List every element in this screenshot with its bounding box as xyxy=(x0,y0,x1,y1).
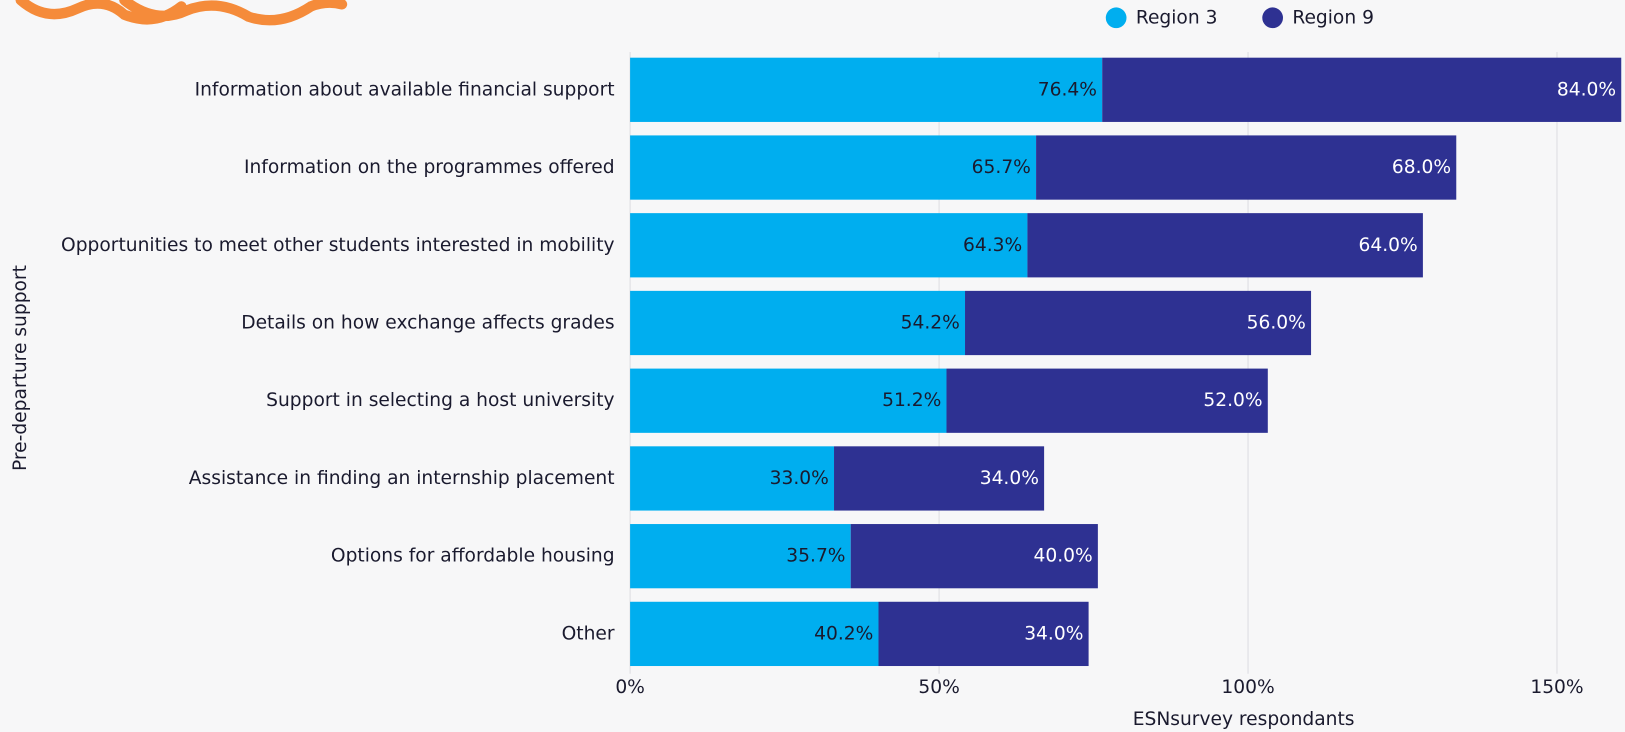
bar-segment xyxy=(1102,57,1622,122)
value-label: 54.2% xyxy=(901,312,960,333)
bar-segment xyxy=(850,524,1098,589)
bar-segment xyxy=(630,524,851,589)
legend-marker xyxy=(1105,7,1127,29)
value-label: 40.0% xyxy=(1033,546,1092,567)
category-label: Opportunities to meet other students int… xyxy=(61,235,615,256)
value-label: 64.3% xyxy=(963,235,1022,256)
value-label: 84.0% xyxy=(1557,79,1616,100)
value-label: 33.0% xyxy=(770,468,829,489)
value-label: 76.4% xyxy=(1038,79,1097,100)
value-label: 65.7% xyxy=(972,157,1031,178)
bar-segment xyxy=(630,601,879,667)
decoration xyxy=(15,0,348,26)
value-label: 56.0% xyxy=(1247,312,1306,333)
value-label: 34.0% xyxy=(980,468,1039,489)
category-label: Options for affordable housing xyxy=(331,546,615,567)
x-tick-label: 150% xyxy=(1530,677,1583,698)
value-label: 68.0% xyxy=(1392,157,1451,178)
bar-segment xyxy=(630,290,966,356)
category-label: Information about available financial su… xyxy=(195,79,615,100)
value-label: 34.0% xyxy=(1024,623,1083,644)
bar-segment xyxy=(1027,213,1423,278)
x-tick-label: 0% xyxy=(615,677,645,698)
value-label: 64.0% xyxy=(1358,235,1417,256)
bar-segment xyxy=(965,290,1312,356)
legend-label: Region 9 xyxy=(1292,7,1374,28)
bar-segment xyxy=(630,57,1103,122)
bar-segment xyxy=(630,446,835,511)
value-label: 52.0% xyxy=(1203,390,1262,411)
category-label: Other xyxy=(562,623,615,644)
x-axis-title: ESNsurvey respondants xyxy=(1133,709,1355,730)
y-axis-title: Pre-departure support xyxy=(10,265,31,471)
bar-segment xyxy=(834,446,1045,511)
value-label: 35.7% xyxy=(786,546,845,567)
bar-segment xyxy=(630,213,1028,278)
x-tick-label: 100% xyxy=(1221,677,1274,698)
category-label: Assistance in finding an internship plac… xyxy=(189,468,615,489)
bar-segment xyxy=(1036,135,1457,200)
category-label: Details on how exchange affects grades xyxy=(241,312,614,333)
category-label: Information on the programmes offered xyxy=(244,157,615,178)
category-label: Support in selecting a host university xyxy=(266,390,614,411)
value-label: 51.2% xyxy=(882,390,941,411)
legend-label: Region 3 xyxy=(1136,7,1218,28)
legend-marker xyxy=(1262,7,1284,29)
value-label: 40.2% xyxy=(814,623,873,644)
bar-segment xyxy=(946,368,1268,433)
x-tick-label: 50% xyxy=(918,677,959,698)
bar-segment xyxy=(630,368,947,433)
bar-segment xyxy=(630,135,1037,200)
bar-segment xyxy=(878,601,1089,667)
